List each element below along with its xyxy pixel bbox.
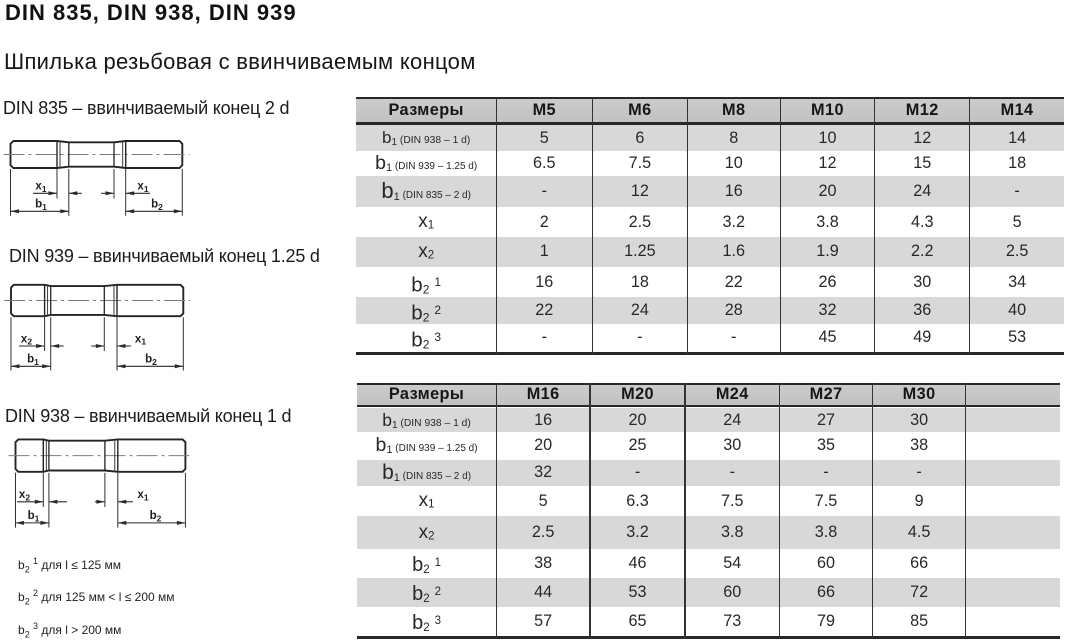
svg-text:x1: x1 (137, 489, 148, 502)
svg-text:x1: x1 (35, 181, 46, 194)
svg-text:x1: x1 (135, 333, 146, 346)
svg-text:b1: b1 (28, 510, 40, 523)
svg-text:b2: b2 (150, 510, 162, 523)
svg-text:x2: x2 (21, 333, 32, 346)
svg-text:b2: b2 (145, 354, 157, 367)
svg-text:b1: b1 (27, 354, 39, 367)
svg-text:b1: b1 (35, 199, 47, 212)
svg-text:x2: x2 (19, 489, 30, 502)
svg-text:b2: b2 (151, 199, 163, 212)
svg-text:x1: x1 (137, 181, 148, 194)
